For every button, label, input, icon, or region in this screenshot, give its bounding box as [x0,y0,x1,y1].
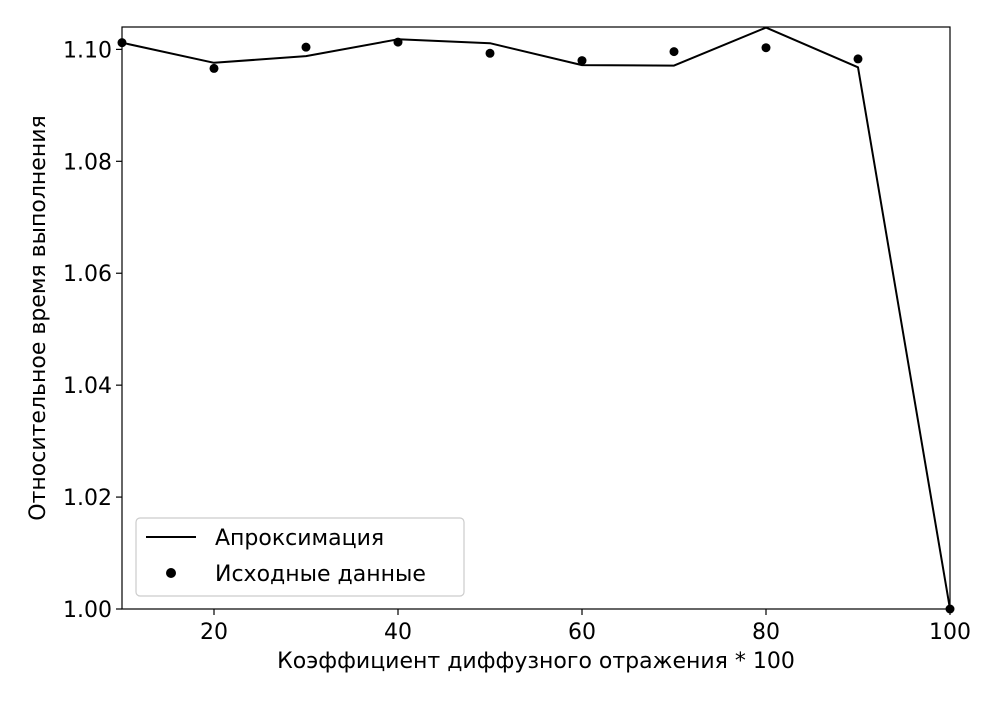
legend-label-points: Исходные данные [215,562,426,587]
plot-area [121,26,951,610]
y-tick-label: 1.06 [63,262,112,287]
legend-box [135,517,465,597]
legend-point-swatch [166,568,176,578]
y-tick-label: 1.02 [63,486,112,511]
data-point [117,38,127,48]
data-point [761,43,771,53]
x-tick-label: 60 [568,620,596,645]
x-tick-label: 80 [752,620,780,645]
data-point [485,48,495,58]
data-point [577,56,587,66]
x-tick-label: 20 [200,620,228,645]
x-axis-label: Коэффициент диффузного отражения * 100 [277,649,795,674]
x-tick-label: 100 [929,620,971,645]
y-axis-label: Относительное время выполнения [26,115,51,521]
data-point [853,54,863,64]
y-tick-label: 1.04 [63,374,112,399]
ticks-layer: 20 40 60 80 100 1.00 1.02 1.04 1.06 1.08 1.10 [63,38,971,645]
legend: Апроксимация Исходные данные [135,517,465,597]
plot-frame [121,26,951,610]
data-point [301,42,311,52]
y-tick-label: 1.00 [63,598,112,623]
y-tick-label: 1.10 [63,38,112,63]
legend-label-line: Апроксимация [215,526,384,551]
x-tick-label: 40 [384,620,412,645]
data-point [209,63,219,73]
series-layer [117,26,955,614]
y-tick-label: 1.08 [63,150,112,175]
data-point [669,47,679,57]
data-point [393,37,403,47]
series-line-approximation [121,26,951,610]
